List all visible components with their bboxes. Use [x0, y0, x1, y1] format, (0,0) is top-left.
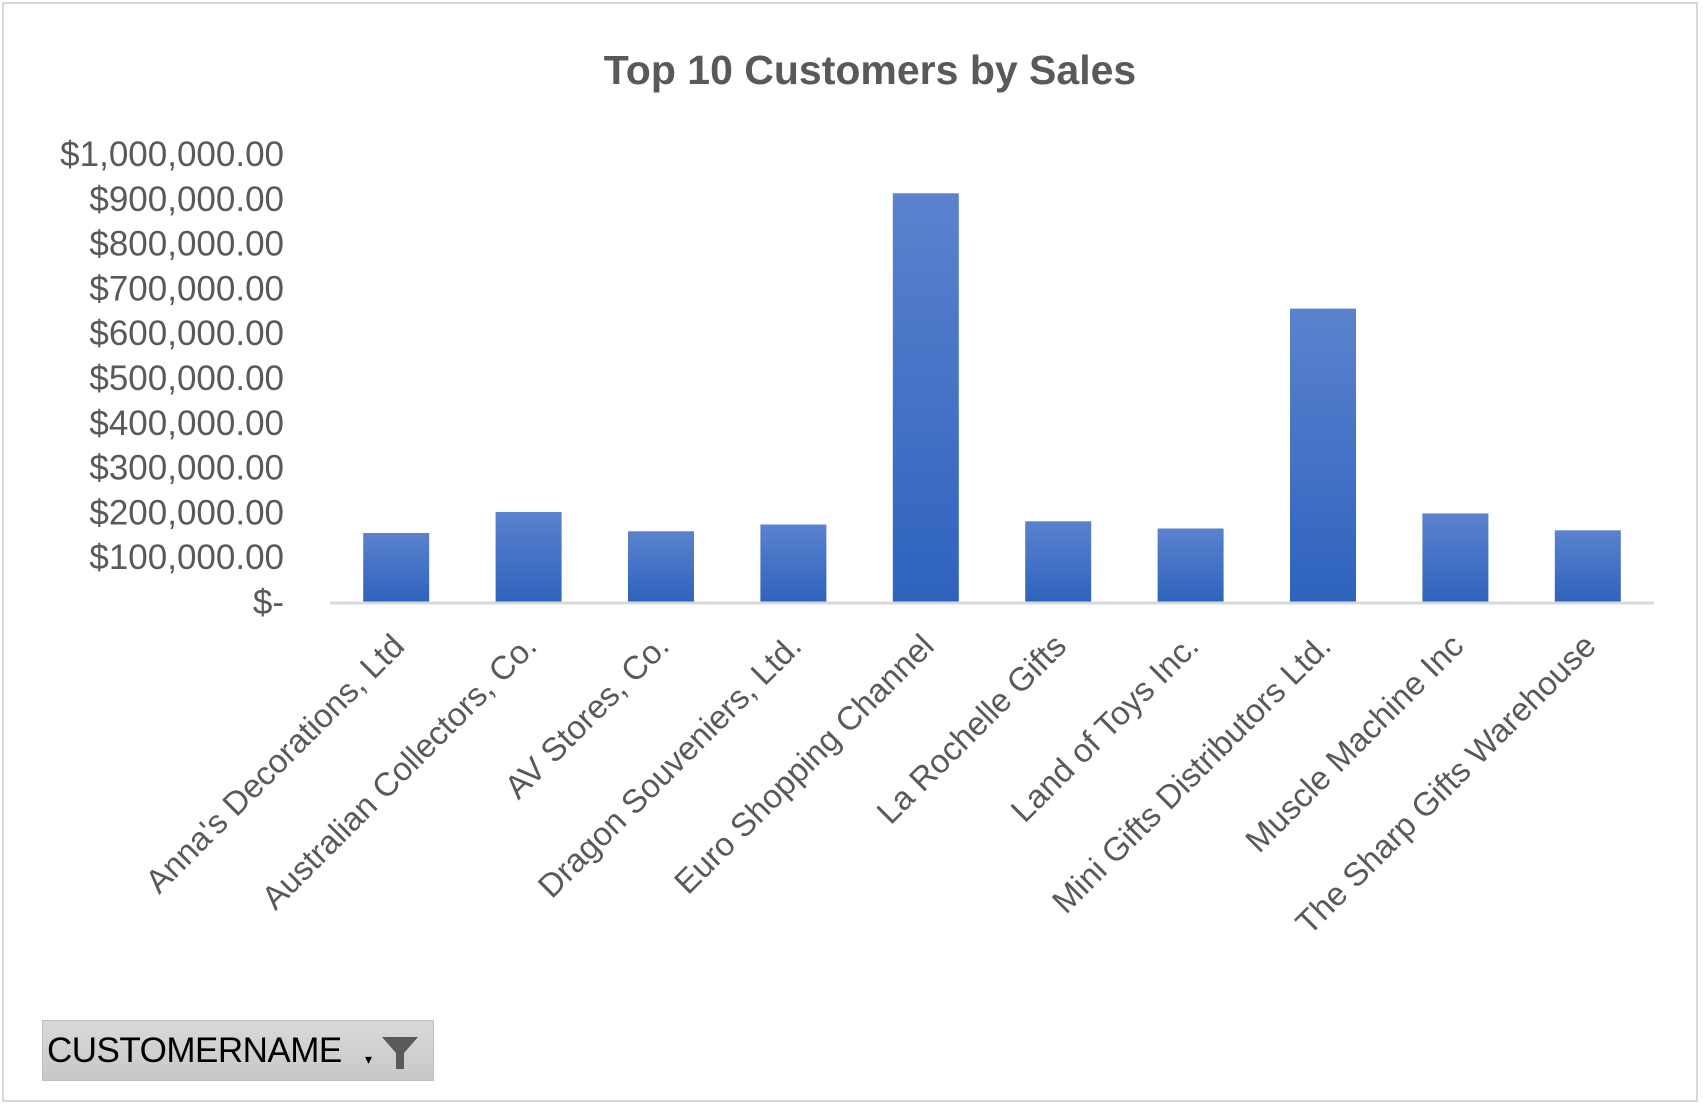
bars	[363, 193, 1621, 602]
dropdown-arrow-icon[interactable]: ▾	[365, 1051, 373, 1067]
x-tick-label: Anna's Decorations, Ltd	[138, 627, 411, 900]
x-tick-label: Australian Collectors, Co.	[254, 627, 543, 916]
y-tick-label: $900,000.00	[89, 180, 284, 219]
y-axis-ticks: $- $100,000.00 $200,000.00 $300,000.00 $400,…	[60, 135, 284, 622]
filter-icon[interactable]	[380, 1033, 420, 1073]
bar	[363, 533, 430, 602]
bar	[495, 511, 562, 602]
bar-chart: Top 10 Customers by Sales $-$100,000.00$…	[60, 47, 1654, 942]
y-tick-label: $800,000.00	[89, 225, 284, 264]
y-tick-label: $600,000.00	[89, 314, 284, 353]
bar	[1290, 308, 1356, 602]
bar	[1157, 528, 1224, 602]
y-tick-label: $500,000.00	[89, 359, 284, 398]
y-tick-label: $400,000.00	[89, 404, 284, 443]
bar	[1422, 513, 1489, 602]
x-tick-label: Muscle Machine Inc	[1238, 627, 1470, 859]
x-tick-label: Dragon Souveniers, Ltd.	[531, 627, 809, 905]
bar	[628, 531, 694, 602]
field-button-label: CUSTOMERNAME	[47, 1030, 342, 1070]
y-tick-label: $100,000.00	[89, 538, 284, 577]
x-tick-label: Mini Gifts Distributors Ltd.	[1045, 627, 1338, 920]
bar	[892, 193, 959, 602]
y-tick-label: $-	[253, 583, 284, 622]
bar	[760, 524, 827, 602]
x-tick-label: Euro Shopping Channel	[667, 627, 941, 901]
bar	[1025, 521, 1092, 602]
y-tick-label: $300,000.00	[89, 449, 284, 488]
chart-title: Top 10 Customers by Sales	[604, 47, 1136, 93]
y-tick-label: $1,000,000.00	[60, 135, 284, 174]
customername-field-button[interactable]: CUSTOMERNAME ▾	[42, 1020, 434, 1081]
y-tick-label: $200,000.00	[89, 493, 284, 532]
bar	[1554, 530, 1621, 602]
y-tick-label: $700,000.00	[89, 269, 284, 308]
